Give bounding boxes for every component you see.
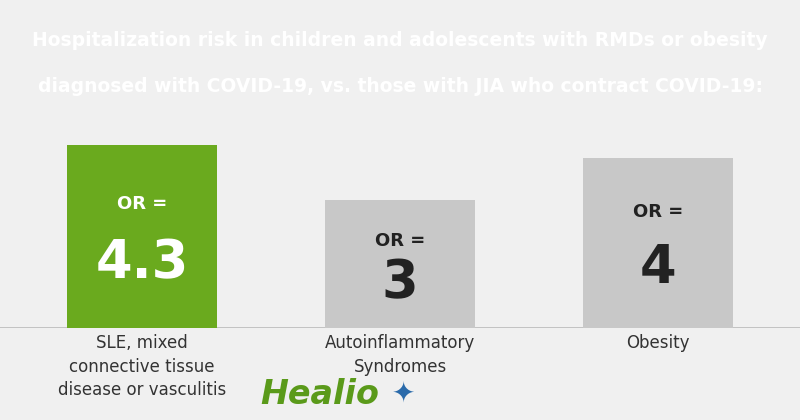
Text: ✦: ✦ bbox=[392, 379, 415, 407]
Text: OR =: OR = bbox=[633, 203, 683, 221]
Text: 3: 3 bbox=[382, 257, 418, 309]
FancyBboxPatch shape bbox=[325, 200, 475, 328]
Text: Obesity: Obesity bbox=[626, 334, 690, 352]
Text: OR =: OR = bbox=[117, 194, 167, 213]
Text: SLE, mixed
connective tissue
disease or vasculitis: SLE, mixed connective tissue disease or … bbox=[58, 334, 226, 399]
Text: Autoinflammatory
Syndromes: Autoinflammatory Syndromes bbox=[325, 334, 475, 375]
Text: Hospitalization risk in children and adolescents with RMDs or obesity: Hospitalization risk in children and ado… bbox=[32, 31, 768, 50]
Text: diagnosed with COVID-19, vs. those with JIA who contract COVID-19:: diagnosed with COVID-19, vs. those with … bbox=[38, 77, 762, 96]
FancyBboxPatch shape bbox=[67, 145, 217, 328]
Text: Healio: Healio bbox=[261, 378, 379, 411]
FancyBboxPatch shape bbox=[583, 158, 733, 328]
Text: OR =: OR = bbox=[375, 232, 425, 250]
Text: 4.3: 4.3 bbox=[95, 238, 189, 290]
Text: 4: 4 bbox=[640, 242, 676, 294]
